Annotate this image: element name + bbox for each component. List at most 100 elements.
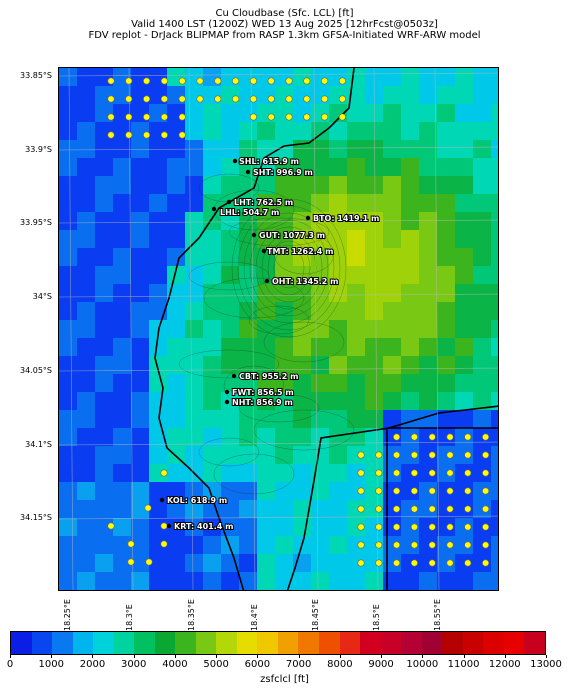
station-marker-kol[interactable] bbox=[159, 497, 165, 503]
graticule bbox=[59, 68, 498, 590]
lat-tick-label: 34°S bbox=[32, 292, 52, 301]
colorbar-swatch bbox=[93, 632, 114, 654]
station-label-bto: BTO: 1419.1 m bbox=[313, 214, 379, 223]
colorbar-tick-mark bbox=[504, 655, 506, 658]
colorbar-tick-label: 3000 bbox=[120, 659, 147, 670]
colorbar-tick-mark bbox=[339, 655, 341, 658]
colorbar-tick-label: 2000 bbox=[79, 659, 106, 670]
lon-tick-label: 18.25°E bbox=[63, 599, 72, 631]
colorbar-swatch bbox=[524, 632, 545, 654]
colorbar-tick-label: 10000 bbox=[406, 659, 439, 670]
colorbar-swatch bbox=[134, 632, 155, 654]
station-marker-cbt[interactable] bbox=[231, 373, 237, 379]
colorbar-swatch bbox=[11, 632, 32, 654]
colorbar-tick-mark bbox=[92, 655, 94, 658]
colorbar-swatch bbox=[360, 632, 381, 654]
colorbar-tick-label: 1000 bbox=[38, 659, 64, 670]
colorbar-tick-mark bbox=[257, 655, 259, 658]
map-plot-area[interactable]: SHL: 615.9 m SHT: 996.9 m LHT: 762.5 m LHL:… bbox=[58, 67, 499, 591]
station-label-cbt: CBT: 955.2 m bbox=[239, 372, 298, 381]
colorbar-swatch bbox=[318, 632, 340, 654]
station-label-kol: KOL: 618.9 m bbox=[167, 496, 227, 505]
station-marker-fwt[interactable] bbox=[224, 389, 230, 395]
lon-tick-label: 18.5°E bbox=[372, 604, 381, 631]
colorbar-swatch bbox=[339, 632, 361, 654]
colorbar-swatch bbox=[113, 632, 135, 654]
weather-stations: SHL: 615.9 m SHT: 996.9 m LHT: 762.5 mLHL:… bbox=[159, 156, 380, 532]
colorbar-tick-mark bbox=[51, 655, 53, 658]
colorbar-swatch bbox=[52, 632, 73, 654]
station-label-shl: SHL: 615.9 m bbox=[239, 157, 299, 166]
station-label-fwt: FWT: 856.5 m bbox=[232, 388, 294, 397]
colorbar-tick-mark bbox=[463, 655, 465, 658]
cloud-free-markers bbox=[107, 77, 490, 567]
map-subtitle-valid-time: Valid 1400 LST (1200Z) WED 13 Aug 2025 [… bbox=[131, 19, 438, 30]
station-label-nht: NHT: 856.9 m bbox=[232, 398, 293, 407]
station-marker-sht[interactable] bbox=[245, 169, 251, 175]
colorbar-tick-mark bbox=[546, 655, 547, 658]
lon-tick-label: 18.55°E bbox=[433, 599, 442, 631]
colorbar-tick-label: 13000 bbox=[530, 659, 562, 670]
station-marker-shl[interactable] bbox=[232, 158, 238, 164]
colorbar-swatch bbox=[31, 632, 53, 654]
colorbar-tick-mark bbox=[422, 655, 424, 658]
station-label-lht: LHT: 762.5 m bbox=[234, 198, 293, 207]
colorbar-tick-label: 8000 bbox=[327, 659, 353, 670]
colorbar-tick-mark bbox=[174, 655, 176, 658]
lon-tick-label: 18.3°E bbox=[125, 604, 134, 631]
colorbar-swatch bbox=[257, 632, 278, 654]
station-marker-lhl[interactable] bbox=[211, 206, 217, 212]
lat-tick-label: 33.85°S bbox=[20, 71, 52, 80]
lat-tick-label: 34.1°S bbox=[25, 440, 52, 449]
lat-tick-label: 34.15°S bbox=[20, 513, 52, 522]
colorbar-swatch bbox=[175, 632, 196, 654]
colorbar-tick-label: 0 bbox=[6, 659, 14, 670]
map-canvas: SHL: 615.9 m SHT: 996.9 m LHT: 762.5 mLHL:… bbox=[59, 68, 498, 590]
colorbar-label: zsfclcl [ft] bbox=[260, 674, 309, 685]
colorbar-swatch bbox=[421, 632, 443, 654]
station-label-gut: GUT: 1077.3 m bbox=[259, 231, 325, 240]
colorbar-tick-label: 9000 bbox=[368, 659, 394, 670]
colorbar-swatch bbox=[72, 632, 94, 654]
colorbar-tick-mark bbox=[216, 655, 218, 658]
colorbar bbox=[10, 631, 546, 655]
station-marker-oht[interactable] bbox=[264, 278, 270, 284]
colorbar-swatch bbox=[380, 632, 402, 654]
lat-tick-label: 33.95°S bbox=[20, 218, 52, 227]
colorbar-tick-mark bbox=[133, 655, 135, 658]
colorbar-swatch bbox=[298, 632, 319, 654]
colorbar-swatch bbox=[277, 632, 299, 654]
station-label-tmt: TMT: 1262.4 m bbox=[267, 247, 333, 256]
colorbar-swatch bbox=[503, 632, 525, 654]
station-marker-krt[interactable] bbox=[166, 523, 172, 529]
map-subtitle-model: FDV replot - DrJack BLIPMAP from RASP 1.… bbox=[88, 30, 481, 41]
colorbar-swatch bbox=[216, 632, 237, 654]
station-marker-gut[interactable] bbox=[251, 232, 257, 238]
colorbar-tick-label: 4000 bbox=[162, 659, 188, 670]
colorbar-swatch bbox=[236, 632, 258, 654]
colorbar-swatch bbox=[401, 632, 422, 654]
lon-tick-label: 18.45°E bbox=[311, 599, 320, 631]
lat-tick-label: 34.05°S bbox=[20, 366, 52, 375]
lon-tick-label: 18.4°E bbox=[250, 604, 259, 631]
station-marker-tmt[interactable] bbox=[261, 248, 267, 254]
colorbar-swatch bbox=[195, 632, 217, 654]
station-marker-bto[interactable] bbox=[305, 215, 311, 221]
colorbar-tick-mark bbox=[10, 655, 11, 658]
station-marker-nht[interactable] bbox=[224, 399, 230, 405]
station-label-lhl: LHL: 504.7 m bbox=[220, 208, 279, 217]
colorbar-tick-mark bbox=[298, 655, 300, 658]
lon-tick-label: 18.35°E bbox=[187, 599, 196, 631]
colorbar-tick-label: 6000 bbox=[244, 659, 271, 670]
coastline bbox=[154, 68, 355, 590]
lat-tick-label: 33.9°S bbox=[25, 145, 52, 154]
colorbar-tick-mark bbox=[381, 655, 383, 658]
colorbar-swatch bbox=[462, 632, 484, 654]
colorbar-swatch bbox=[154, 632, 176, 654]
station-marker-lht[interactable] bbox=[226, 199, 232, 205]
station-label-krt: KRT: 401.4 m bbox=[174, 522, 233, 531]
colorbar-swatch bbox=[483, 632, 504, 654]
map-title: Cu Cloudbase (Sfc. LCL) [ft] bbox=[215, 8, 354, 19]
colorbar-tick-label: 5000 bbox=[203, 659, 229, 670]
colorbar-tick-label: 12000 bbox=[488, 659, 521, 670]
